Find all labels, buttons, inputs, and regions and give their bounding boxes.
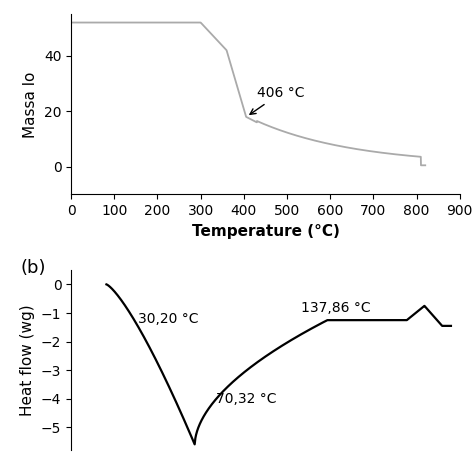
Text: 70,32 °C: 70,32 °C <box>216 392 276 406</box>
Text: (b): (b) <box>20 259 46 277</box>
Text: 137,86 °C: 137,86 °C <box>301 301 370 315</box>
X-axis label: Temperature (°C): Temperature (°C) <box>191 224 339 239</box>
Text: 30,20 °C: 30,20 °C <box>138 312 199 326</box>
Y-axis label: Heat flow (wg): Heat flow (wg) <box>20 304 36 416</box>
Text: 406 °C: 406 °C <box>250 86 304 114</box>
Y-axis label: Massa lo: Massa lo <box>23 71 38 137</box>
